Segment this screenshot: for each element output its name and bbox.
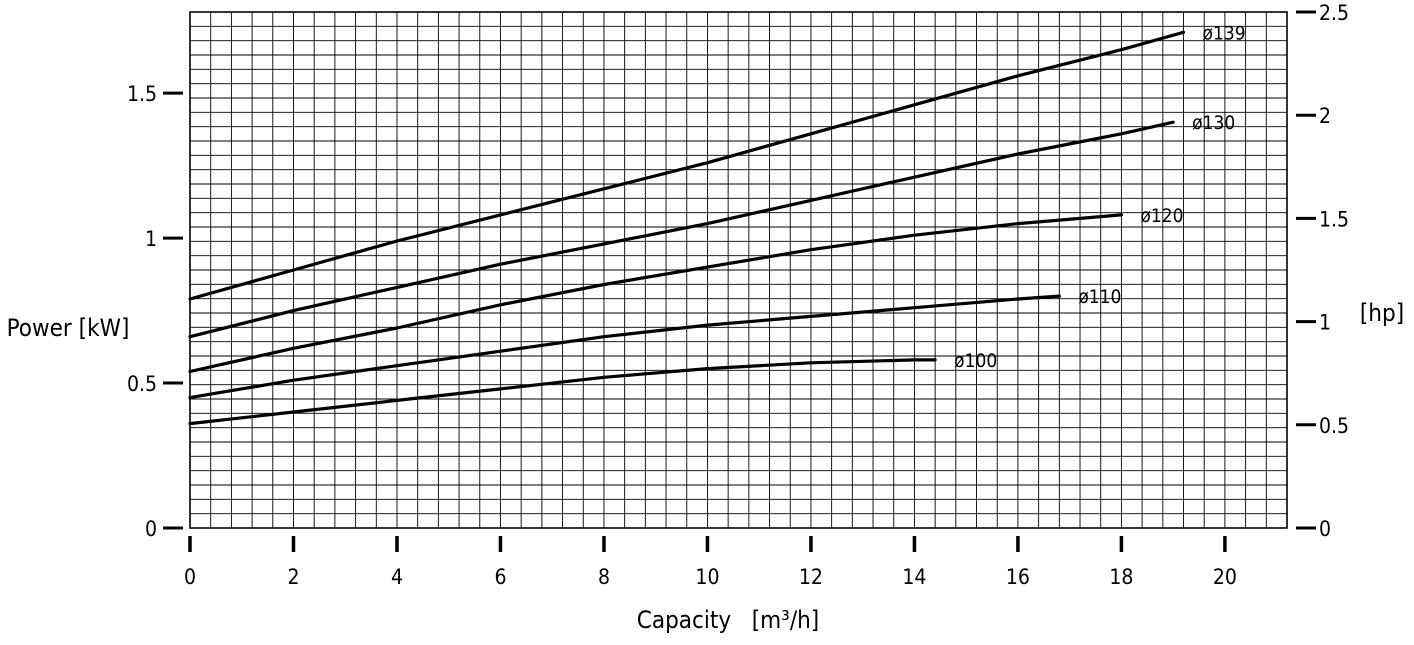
x-axis-title: Capacity [m³/h] — [637, 606, 819, 634]
x-tick-label: 18 — [1109, 565, 1133, 589]
x-tick-label: 6 — [494, 565, 506, 589]
series-label: ø139 — [1203, 22, 1246, 44]
y-axis-title: Power [kW] — [7, 314, 130, 342]
series-line — [188, 213, 1124, 374]
axis-layer: 0 2 4 6 8 10 12 14 16 18 20 0 0.5 1 1.5 0 0.5 1 1.5 2 2.5 — [127, 1, 1349, 589]
x-tick-label: 8 — [598, 565, 610, 589]
plot-frame — [189, 11, 1288, 529]
series-line — [188, 358, 937, 426]
x-tick-label: 10 — [695, 565, 719, 589]
y2-tick-label: 1 — [1319, 311, 1331, 335]
x-tick-label: 0 — [184, 565, 196, 589]
x-tick-label: 12 — [799, 565, 823, 589]
series-label: ø100 — [954, 350, 997, 372]
series-label: ø130 — [1192, 112, 1235, 134]
y2-axis-title: [hp] — [1360, 299, 1404, 327]
y2-tick-label: 2.5 — [1319, 1, 1349, 25]
y2-tick-label: 0.5 — [1319, 414, 1349, 438]
x-tick-label: 14 — [902, 565, 926, 589]
x-tick-label: 20 — [1213, 565, 1237, 589]
y-tick-label: 0.5 — [127, 372, 157, 396]
plot-border — [189, 11, 1288, 529]
series-line — [188, 294, 1061, 400]
y2-tick-label: 0 — [1319, 517, 1331, 541]
series-line — [188, 120, 1175, 339]
y-tick-label: 1.5 — [127, 82, 157, 106]
x-tick-label: 16 — [1006, 565, 1030, 589]
x-tick-label: 2 — [287, 565, 299, 589]
series-label: ø120 — [1140, 205, 1183, 227]
y2-tick-label: 1.5 — [1319, 207, 1349, 231]
y2-tick-label: 2 — [1319, 104, 1331, 128]
series-label: ø110 — [1078, 286, 1121, 308]
x-tick-label: 4 — [391, 565, 403, 589]
grid-layer — [190, 12, 1287, 528]
series-layer: ø139 ø130 ø120 ø110 ø100 — [188, 22, 1246, 426]
series-line — [188, 30, 1186, 301]
y-tick-label: 1 — [145, 227, 157, 251]
y-tick-label: 0 — [145, 517, 157, 541]
